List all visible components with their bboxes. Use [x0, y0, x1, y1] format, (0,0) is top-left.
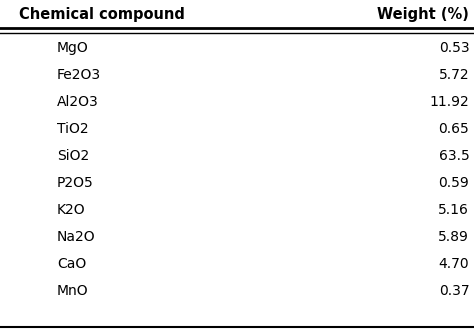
Text: 0.65: 0.65 — [438, 122, 469, 136]
Text: 0.37: 0.37 — [438, 284, 469, 298]
Text: 63.5: 63.5 — [438, 149, 469, 163]
Text: 5.72: 5.72 — [438, 68, 469, 82]
Text: Chemical compound: Chemical compound — [19, 7, 185, 22]
Text: SiO2: SiO2 — [57, 149, 89, 163]
Text: MnO: MnO — [57, 284, 89, 298]
Text: Na2O: Na2O — [57, 230, 95, 244]
Text: 4.70: 4.70 — [438, 257, 469, 271]
Text: TiO2: TiO2 — [57, 122, 89, 136]
Text: 5.16: 5.16 — [438, 203, 469, 217]
Text: CaO: CaO — [57, 257, 86, 271]
Text: Al2O3: Al2O3 — [57, 95, 99, 109]
Text: 0.53: 0.53 — [438, 41, 469, 55]
Text: MgO: MgO — [57, 41, 89, 55]
Text: 11.92: 11.92 — [429, 95, 469, 109]
Text: 0.59: 0.59 — [438, 176, 469, 190]
Text: 5.89: 5.89 — [438, 230, 469, 244]
Text: Fe2O3: Fe2O3 — [57, 68, 101, 82]
Text: K2O: K2O — [57, 203, 85, 217]
Text: P2O5: P2O5 — [57, 176, 94, 190]
Text: Weight (%): Weight (%) — [377, 7, 469, 22]
